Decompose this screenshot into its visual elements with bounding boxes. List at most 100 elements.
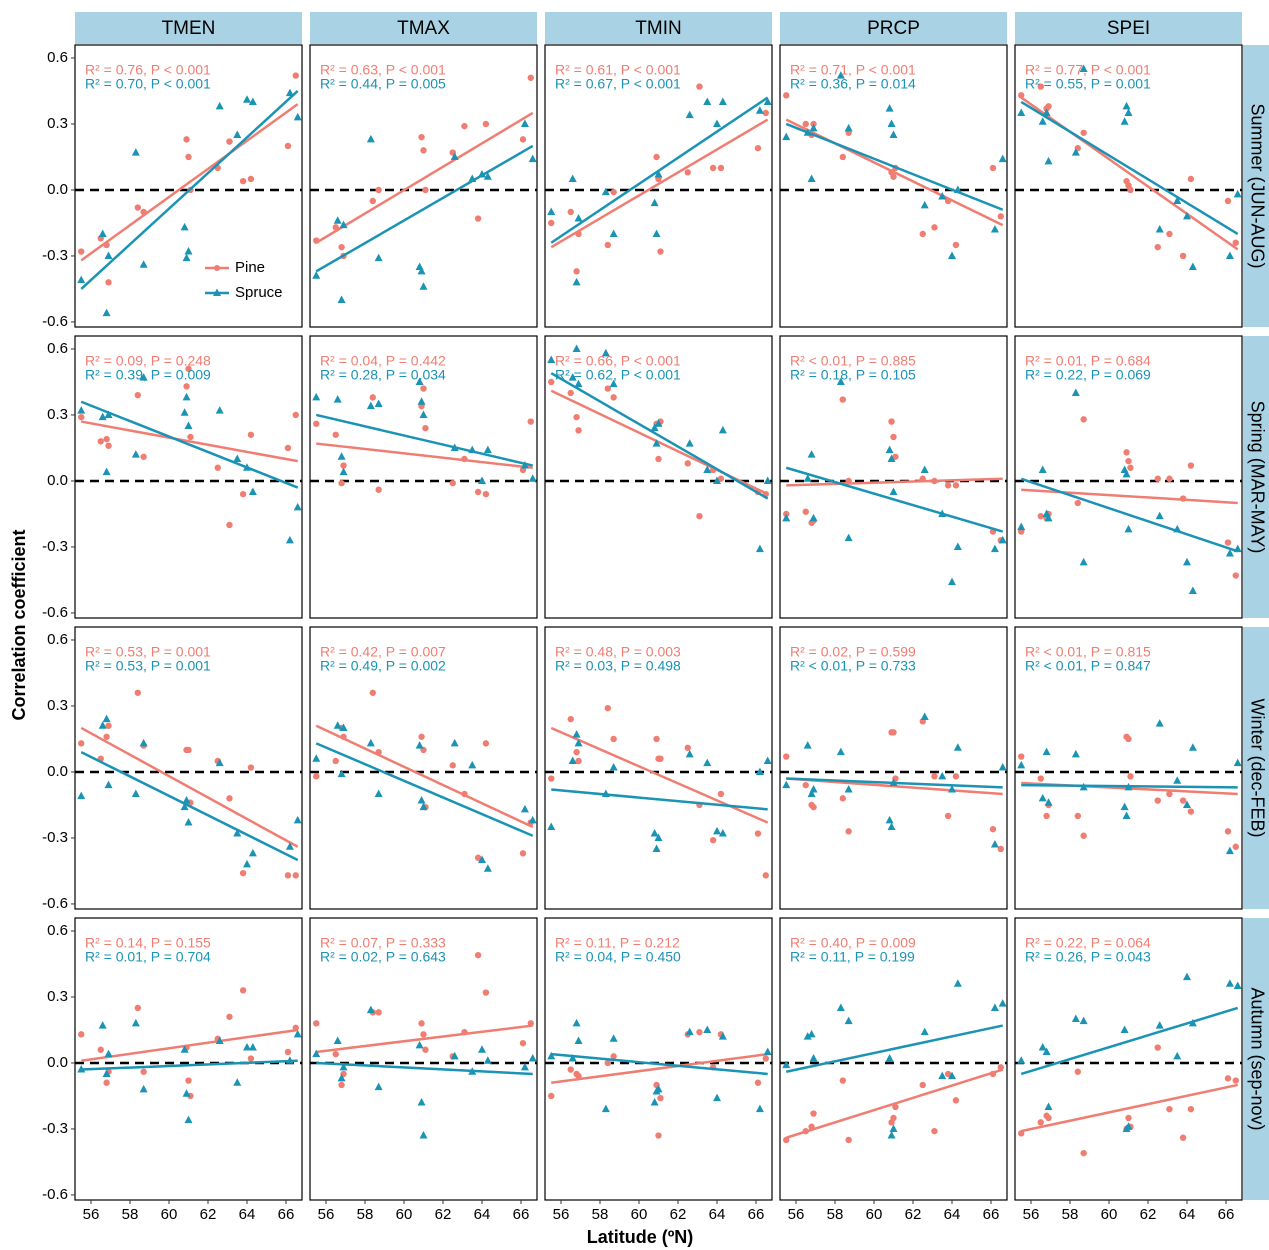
spruce-point [337,295,346,303]
spruce-point [131,450,140,458]
spruce-point [1122,469,1131,478]
fit-line [315,742,534,837]
pine-point [527,74,534,81]
pine-point [1123,449,1130,456]
spruce-point [415,741,424,749]
panel [74,335,303,619]
spruce-point [609,229,618,237]
spruce-point [77,791,86,800]
spruce-point [1017,108,1026,116]
panel [309,335,538,619]
spruce-point [77,1065,86,1073]
spruce-point [1017,1056,1026,1064]
pine-point [519,136,527,143]
pine-point [1037,83,1044,90]
spruce-point [131,1018,140,1027]
spruce-point [366,401,375,410]
spruce-point [1124,782,1133,791]
pine-point [657,248,664,255]
spruce-point [990,225,999,233]
fit-line [1020,1083,1238,1133]
spruce-point [312,392,321,401]
stats-annotation: R² < 0.01, P = 0.815 [1025,644,1151,660]
spruce-point [654,419,663,427]
y-tick-label: 0.6 [47,49,68,66]
pine-point [239,869,247,877]
spruce-point [419,802,428,811]
pine-point [340,733,347,740]
row-strip [1243,918,1269,1200]
pine-point [247,1055,255,1062]
spruce-point [243,1043,252,1051]
spruce-point [468,174,477,182]
column-strip [1015,12,1242,44]
spruce-point [713,119,722,127]
pine-point [709,836,717,844]
spruce-point [1042,747,1051,756]
pine-point [239,177,247,185]
spruce-point [998,535,1007,544]
spruce-point [180,1045,189,1053]
spruce-point [885,445,894,454]
pine-point [461,122,468,130]
pine-point [604,385,611,392]
pine-point [845,477,852,485]
stats-annotation: R² = 0.22, P = 0.069 [1025,367,1151,383]
pine-point [105,722,112,729]
pine-point [839,396,846,403]
pine-point [575,757,582,765]
spruce-point [182,1089,191,1097]
spruce-point [938,192,947,200]
spruce-point [520,461,529,469]
spruce-point [1044,513,1053,522]
stats-annotation: R² = 0.36, P = 0.014 [790,76,916,92]
pine-point [802,781,809,789]
spruce-point [703,465,712,473]
pine-point [754,830,762,837]
fit-line [80,90,299,290]
spruce-point [1225,979,1234,987]
spruce-point [337,769,346,778]
stats-annotation: R² = 0.76, P < 0.001 [85,62,211,78]
spruce-point [366,738,375,747]
spruce-point [1079,782,1088,791]
spruce-point [102,714,111,723]
spruce-point [763,756,772,764]
stats-annotation: R² = 0.77, P < 0.001 [1025,62,1151,78]
spruce-point [713,1093,722,1102]
spruce-point [102,1069,111,1077]
spruce-point [333,216,342,224]
pine-point [655,1132,662,1139]
pine-point [239,490,247,498]
spruce-point [948,251,957,259]
spruce-point [685,110,694,119]
spruce-point [184,818,193,826]
pine-point [422,1046,429,1053]
spruce-point [1038,1043,1047,1051]
stats-annotation: R² = 0.61, P < 0.001 [555,62,681,78]
spruce-point [755,1104,764,1113]
spruce-point [98,721,107,729]
spruce-point [998,999,1007,1007]
column-strip [75,12,302,44]
pine-point [890,173,897,180]
pine-point [696,83,703,90]
spruce-point [417,397,426,405]
spruce-point [528,474,537,482]
pine-point [1043,812,1050,820]
pine-point [527,418,534,425]
pine-point [527,1020,534,1027]
spruce-point [312,1049,321,1058]
spruce-point [953,979,962,987]
spruce-point [184,1115,193,1124]
spruce-point [809,1054,818,1062]
legend-marker [214,265,220,271]
spruce-point [285,535,294,544]
pine-point [952,773,960,780]
spruce-point [293,112,302,121]
spruce-point [77,406,86,414]
stats-annotation: R² = 0.66, P < 0.001 [555,353,681,369]
spruce-point [1042,108,1051,116]
spruce-point [1173,1051,1182,1060]
fit-line [551,1052,768,1076]
